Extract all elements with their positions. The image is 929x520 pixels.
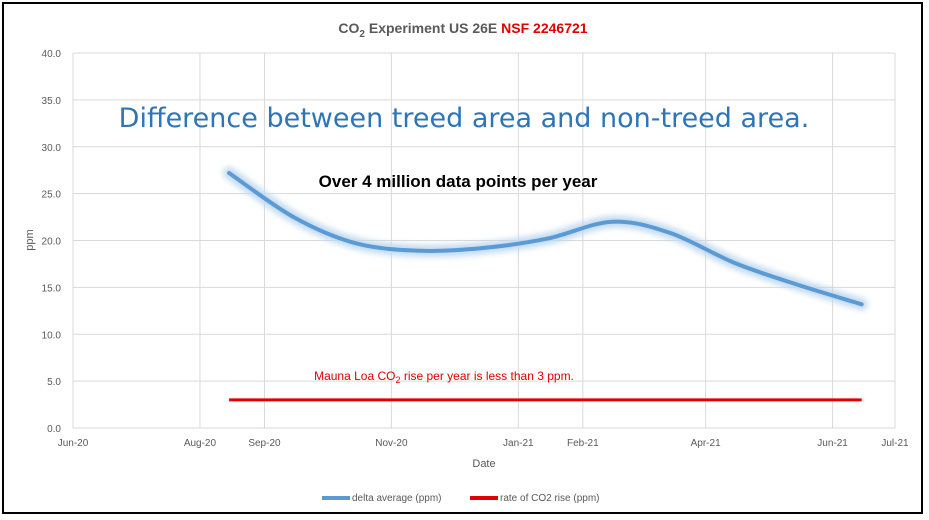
title-subscript: 2	[359, 29, 365, 40]
x-tick-label: Aug-20	[184, 438, 217, 449]
legend-label-delta-average: delta average (ppm)	[352, 493, 442, 504]
x-tick-label: Apr-21	[691, 438, 721, 449]
legend: delta average (ppm) rate of CO2 rise (pp…	[322, 493, 599, 504]
x-axis-title: Date	[472, 458, 495, 470]
y-tick-label: 15.0	[42, 283, 62, 294]
chart-subhead-annotation: Over 4 million data points per year	[319, 172, 598, 191]
x-tick-label: Nov-20	[375, 438, 408, 449]
y-axis-title: ppm	[24, 229, 36, 250]
chart-title: CO2 Experiment US 26E NSF 2246721	[338, 20, 587, 40]
y-tick-label: 20.0	[42, 237, 62, 248]
chart-headline-annotation: Difference between treed area and non-tr…	[119, 103, 810, 134]
y-tick-label: 30.0	[42, 143, 62, 154]
y-tick-label: 35.0	[42, 96, 62, 107]
x-tick-label: Jun-21	[817, 438, 848, 449]
x-tick-label: Jun-20	[58, 438, 89, 449]
y-tick-label: 25.0	[42, 190, 62, 201]
grid-layer	[72, 52, 896, 429]
y-tick-label: 10.0	[42, 330, 62, 341]
title-highlight: NSF 2246721	[501, 20, 588, 36]
mauna-loa-note: Mauna Loa CO2 rise per year is less than…	[314, 369, 574, 385]
x-tick-label: Sep-20	[248, 438, 281, 449]
note-subscript: 2	[395, 375, 400, 385]
series-layer	[223, 167, 868, 402]
x-tick-label: Jul-21	[881, 438, 909, 449]
legend-label-rate-of-co2-rise: rate of CO2 rise (ppm)	[500, 493, 599, 504]
y-tick-label: 0.0	[47, 424, 61, 435]
x-tick-label: Feb-21	[567, 438, 599, 449]
y-tick-label: 5.0	[47, 377, 61, 388]
series-line-delta-average	[227, 171, 864, 307]
x-tick-label: Jan-21	[503, 438, 534, 449]
tick-labels: 0.0 5.0 10.0 15.0 20.0 25.0 30.0 35.0 40.0 Jun-20…	[42, 49, 910, 449]
y-tick-label: 40.0	[42, 49, 62, 60]
chart-frame	[2, 2, 923, 514]
